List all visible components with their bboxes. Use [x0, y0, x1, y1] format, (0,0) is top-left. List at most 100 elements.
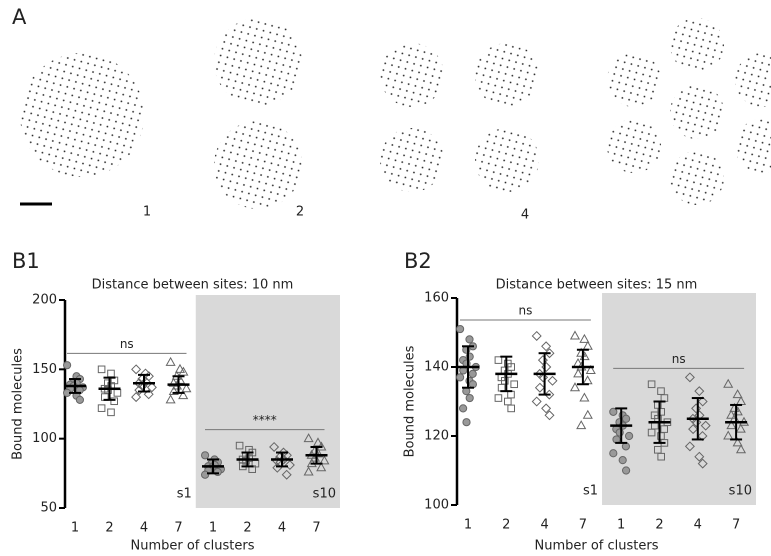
point [585, 364, 596, 374]
panel-a: A 1 2 4 [12, 5, 771, 223]
point [615, 428, 624, 437]
point [544, 348, 555, 359]
point [235, 441, 244, 450]
condition-shade [195, 295, 340, 508]
cluster [380, 128, 444, 192]
point [609, 407, 618, 416]
point [303, 433, 314, 443]
x-tick-label: 1 [617, 518, 625, 533]
panel-label: B2 [404, 249, 432, 273]
point [494, 356, 503, 364]
point [697, 458, 708, 469]
point [684, 372, 695, 383]
point [75, 395, 85, 404]
y-axis-label: Bound molecules [403, 345, 418, 457]
point [63, 361, 72, 370]
point [647, 428, 656, 437]
point [579, 333, 590, 343]
cluster [670, 151, 724, 205]
point [201, 451, 210, 460]
x-tick-label: 4 [694, 518, 702, 533]
point [544, 410, 555, 421]
point [504, 397, 512, 406]
point [732, 437, 743, 447]
point [494, 394, 503, 402]
panel-label: B1 [12, 249, 40, 273]
point [531, 396, 542, 407]
point [576, 420, 587, 430]
point [735, 423, 746, 433]
y-tick-label: 100 [32, 431, 57, 446]
x-tick-label: 1 [71, 521, 79, 536]
x-tick-label: 2 [502, 518, 510, 533]
cluster [735, 119, 771, 173]
point [622, 414, 631, 423]
x-tick-label: 2 [655, 518, 663, 533]
point [507, 404, 515, 413]
cluster [214, 18, 302, 106]
point [284, 460, 295, 471]
config-label: 2 [296, 205, 304, 220]
x-tick-label: 4 [140, 521, 148, 536]
point [303, 466, 314, 476]
point [531, 330, 542, 341]
y-tick-label: 100 [424, 498, 449, 513]
point [723, 378, 734, 388]
point [140, 376, 151, 387]
x-tick-label: 4 [278, 521, 286, 536]
cluster [475, 128, 539, 192]
config-label: 1 [143, 205, 151, 220]
point [732, 389, 743, 399]
point [465, 393, 474, 403]
point [178, 366, 189, 376]
x-tick-label: 7 [579, 518, 587, 533]
point [178, 390, 189, 400]
point [168, 377, 179, 387]
point [684, 441, 695, 452]
point [582, 409, 593, 419]
significance-label: ns [672, 352, 686, 366]
cluster [475, 43, 539, 107]
panel-label: A [12, 5, 27, 29]
y-tick-label: 120 [424, 429, 449, 444]
point [723, 430, 734, 440]
point [582, 375, 593, 385]
point [465, 335, 474, 344]
y-tick-label: 50 [40, 501, 57, 516]
point [507, 390, 515, 399]
cluster [607, 53, 661, 107]
point [281, 469, 292, 480]
point [510, 380, 518, 389]
cluster [735, 53, 771, 107]
y-tick-label: 200 [32, 293, 57, 308]
point [143, 389, 154, 400]
x-axis-label: Number of clusters [130, 539, 254, 554]
condition-label: s10 [313, 487, 336, 502]
point [726, 409, 737, 419]
point [468, 369, 477, 378]
x-tick-label: 2 [243, 521, 251, 536]
point [569, 382, 581, 392]
cluster [380, 43, 444, 107]
chart: s1 s10 B1 Distance between sites: 10 nm Boun… [11, 249, 340, 554]
point [131, 364, 142, 375]
point [165, 394, 176, 404]
point [622, 466, 631, 475]
point [110, 397, 119, 406]
point [137, 380, 148, 391]
point [541, 341, 552, 352]
point [134, 385, 145, 396]
point [165, 356, 176, 366]
point [691, 417, 702, 428]
point [456, 373, 465, 382]
cluster [670, 85, 724, 139]
point [582, 340, 593, 350]
cluster [20, 53, 144, 177]
condition-label: s10 [729, 484, 752, 499]
point [146, 382, 157, 393]
point [609, 449, 618, 458]
point [497, 383, 506, 392]
chart: s1 s10 B2 Distance between sites: 15 nm Boun… [403, 249, 756, 554]
cluster [670, 18, 724, 72]
y-tick-label: 140 [424, 360, 449, 375]
